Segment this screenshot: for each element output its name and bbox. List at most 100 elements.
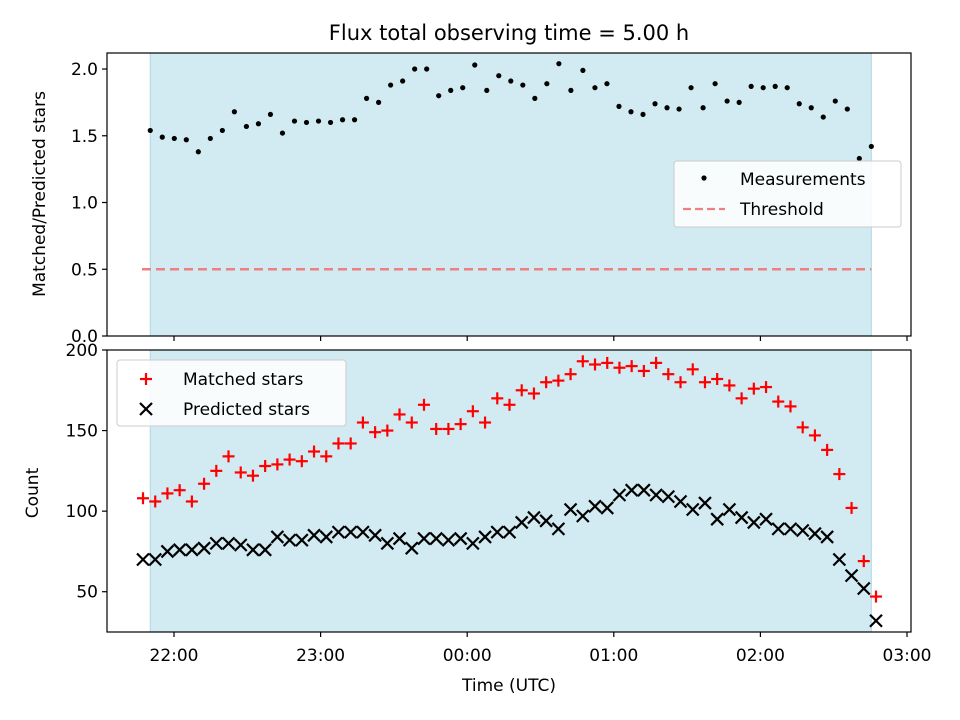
measurement-point xyxy=(351,117,358,123)
measurement-point xyxy=(508,78,514,84)
ratio-y-tick-label: 1.5 xyxy=(71,127,98,147)
measurement-point xyxy=(424,66,430,72)
predicted-star-point xyxy=(160,544,175,559)
measurement-point xyxy=(772,83,778,89)
measurement-point xyxy=(496,73,502,79)
legend-predicted-label: Predicted stars xyxy=(183,400,310,420)
predicted-star-point xyxy=(698,496,712,510)
measurement-point xyxy=(195,149,201,155)
count-y-axis-label: Count xyxy=(23,467,43,518)
predicted-star-point xyxy=(368,528,382,543)
count-legend-box xyxy=(116,359,347,427)
matched-star-point xyxy=(613,361,626,374)
ratio-axes-frame xyxy=(106,52,912,337)
matched-star-point xyxy=(772,395,785,408)
matched-star-point xyxy=(698,376,711,389)
measurement-point xyxy=(448,87,454,93)
predicted-stars-markers xyxy=(136,483,883,628)
legend-measurements-label: Measurements xyxy=(740,170,866,190)
matched-star-point xyxy=(234,466,247,479)
legend-predicted-marker xyxy=(139,402,153,416)
measurement-point xyxy=(604,81,610,87)
predicted-star-point xyxy=(453,531,468,546)
matched-star-point xyxy=(870,590,882,603)
matched-star-point xyxy=(735,392,748,405)
predicted-star-point xyxy=(624,483,639,497)
predicted-star-point xyxy=(478,530,492,544)
predicted-star-point xyxy=(637,483,651,497)
measurement-point xyxy=(291,118,298,124)
predicted-star-point xyxy=(869,613,883,628)
matched-star-point xyxy=(796,421,809,434)
matched-star-point xyxy=(356,416,369,429)
measurement-point xyxy=(640,111,646,118)
ratio-y-axis-label: Matched/Predicted stars xyxy=(30,91,50,297)
measurement-point xyxy=(652,101,658,107)
predicted-star-point xyxy=(343,525,358,539)
legend-threshold-label: Threshold xyxy=(739,200,824,220)
predicted-star-point xyxy=(551,522,566,536)
matched-star-point xyxy=(857,555,870,568)
predicted-star-point xyxy=(490,525,505,539)
predicted-star-point xyxy=(307,528,321,543)
matched-star-point xyxy=(246,469,259,482)
x-tick-label: 00:00 xyxy=(443,646,492,666)
measurement-point xyxy=(868,143,874,150)
matched-star-point xyxy=(637,364,650,377)
measurement-point xyxy=(219,127,225,134)
matched-star-point xyxy=(173,484,186,497)
matched-star-point xyxy=(808,429,821,442)
predicted-star-point xyxy=(331,525,346,539)
count-y-tick-label: 100 xyxy=(66,502,98,522)
measurement-point xyxy=(556,61,562,67)
predicted-star-point xyxy=(820,530,834,544)
matched-star-point xyxy=(222,450,235,463)
chart-title: Flux total observing time = 5.00 h xyxy=(329,21,689,45)
matched-star-point xyxy=(503,398,516,411)
matched-star-point xyxy=(833,468,846,481)
count-panel: 50 100 150 200 22:00 23:00 00:00 01:00 02:00 03:… xyxy=(23,341,932,696)
predicted-star-point xyxy=(759,512,773,526)
measurement-point xyxy=(315,118,322,124)
predicted-star-point xyxy=(233,538,248,552)
measurement-point xyxy=(736,99,742,105)
matched-star-point xyxy=(589,358,602,371)
matched-star-point xyxy=(417,398,430,411)
x-tick-label: 22:00 xyxy=(150,646,199,666)
measurement-point xyxy=(400,78,406,84)
legend-matched-label: Matched stars xyxy=(183,370,303,390)
predicted-star-point xyxy=(148,552,162,567)
matched-star-point xyxy=(430,422,443,435)
count-legend: Matched stars Predicted stars xyxy=(116,359,347,427)
matched-star-point xyxy=(259,460,272,473)
measurement-point xyxy=(532,95,538,101)
predicted-star-point xyxy=(502,525,517,539)
predicted-star-point xyxy=(429,531,443,546)
count-y-tick-label: 200 xyxy=(66,341,98,361)
matched-star-point xyxy=(210,464,223,477)
predicted-star-point xyxy=(514,515,529,530)
predicted-star-point xyxy=(270,530,285,544)
matched-star-point xyxy=(137,492,149,505)
predicted-star-point xyxy=(808,526,822,541)
predicted-star-point xyxy=(832,552,847,567)
matched-star-point xyxy=(308,445,321,458)
predicted-star-point xyxy=(783,522,798,536)
measurement-point xyxy=(832,98,838,104)
measurement-point xyxy=(327,119,334,126)
matched-star-point xyxy=(711,373,724,386)
measurement-point xyxy=(472,62,478,68)
count-y-tick-label: 150 xyxy=(66,422,98,442)
legend-matched-marker xyxy=(140,373,152,385)
measurement-point xyxy=(760,85,766,91)
matched-star-point xyxy=(821,443,834,456)
matched-star-point xyxy=(686,363,699,376)
measurement-point xyxy=(592,85,598,91)
matched-star-point xyxy=(454,418,467,431)
measurement-point xyxy=(183,137,189,143)
predicted-star-point xyxy=(209,536,224,551)
measurement-point xyxy=(171,135,177,142)
matched-star-point xyxy=(393,408,406,421)
matched-star-point xyxy=(662,368,675,381)
measurement-point xyxy=(808,105,814,111)
